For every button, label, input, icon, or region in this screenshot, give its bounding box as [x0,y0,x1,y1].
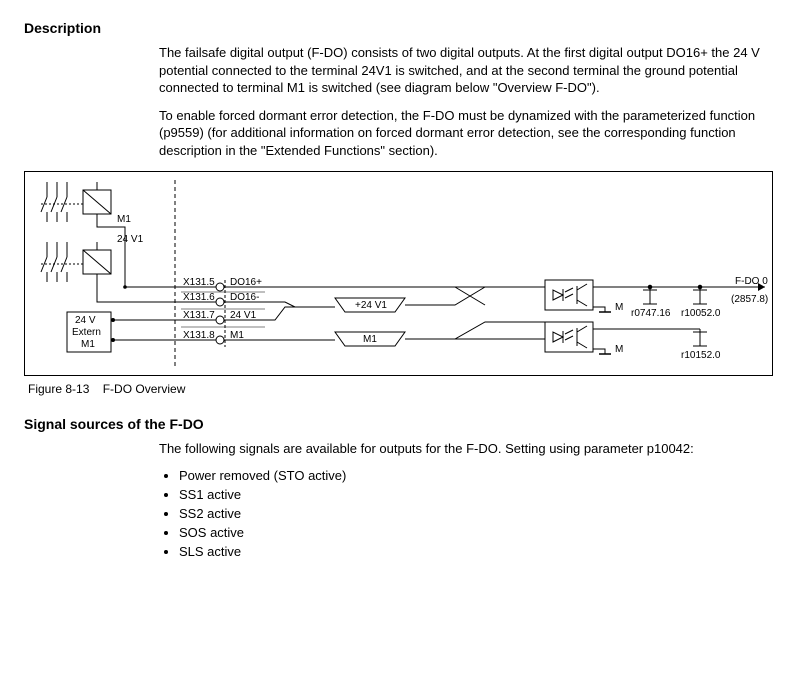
label-fdo0-paren: (2857.8) [731,294,768,305]
diagram-overview-fdo: M1 24 V1 24 V Extern M1 [24,171,773,376]
label-term1-sig: DO16+ [230,277,262,288]
description-paragraph-1: The failsafe digital output (F-DO) consi… [159,44,773,97]
list-item: Power removed (STO active) [179,468,773,483]
figure-number: Figure 8-13 [28,382,89,396]
description-paragraph-2: To enable forced dormant error detection… [159,107,773,160]
label-m1-top: M1 [117,214,131,225]
label-ext-m1: M1 [81,339,95,350]
list-item: SS2 active [179,506,773,521]
label-m-right-bot: M [615,344,623,355]
label-mid-24v1: +24 V1 [355,300,387,311]
section-heading-description: Description [24,20,773,36]
signals-list: Power removed (STO active) SS1 active SS… [159,468,773,559]
label-param1: r0747.16 [631,308,671,319]
figure-title: F-DO Overview [103,382,186,396]
label-term3: X131.7 [183,310,215,321]
signals-intro: The following signals are available for … [159,440,773,458]
label-term1: X131.5 [183,277,215,288]
label-24v1-top: 24 V1 [117,234,144,245]
label-ext-24v: 24 V [75,315,96,326]
figure-caption: Figure 8-13 F-DO Overview [28,382,773,396]
label-term4-sig: M1 [230,330,244,341]
label-param3: r10152.0 [681,350,721,361]
label-param2: r10052.0 [681,308,721,319]
section-heading-signals: Signal sources of the F-DO [24,416,773,432]
label-term4: X131.8 [183,330,215,341]
list-item: SOS active [179,525,773,540]
label-fdo0: F-DO 0 [735,276,768,287]
label-term3-sig: 24 V1 [230,310,257,321]
label-term2-sig: DO16- [230,292,259,303]
opto-box-bot [545,322,593,352]
label-mid-m1: M1 [363,334,377,345]
opto-box-top [545,280,593,310]
label-ext-extern: Extern [72,327,101,338]
diagram-svg: M1 24 V1 24 V Extern M1 [25,172,774,372]
list-item: SS1 active [179,487,773,502]
label-m-right-top: M [615,302,623,313]
list-item: SLS active [179,544,773,559]
label-term2: X131.6 [183,292,215,303]
